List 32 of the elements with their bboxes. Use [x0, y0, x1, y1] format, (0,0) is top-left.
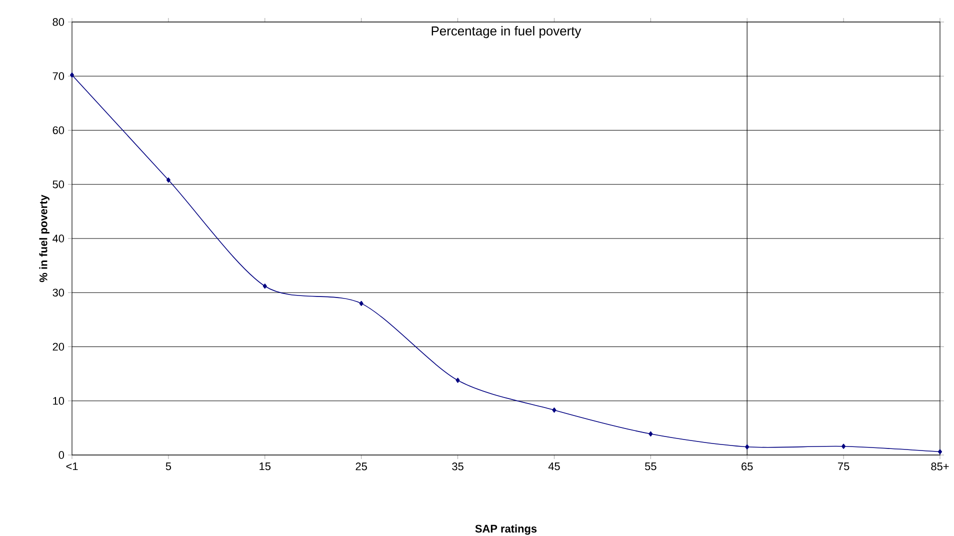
point [359, 300, 364, 306]
x-tick-label: 65 [742, 462, 753, 470]
x-tick-label: 85+ [931, 462, 949, 470]
x-tick-label: 35 [452, 462, 464, 470]
point [552, 407, 556, 413]
point [745, 444, 750, 450]
x-tick-label: 15 [260, 462, 271, 470]
point [842, 444, 846, 449]
y-tick-label: 10 [53, 397, 64, 405]
y-tick-label: 0 [58, 451, 64, 459]
y-tick-label: 70 [52, 72, 64, 80]
y-tick-label: 20 [52, 342, 64, 351]
x-axis-title: SAP ratings [475, 524, 537, 535]
x-tick-label: 75 [838, 462, 850, 470]
point [648, 431, 653, 436]
y-tick-label: 30 [52, 288, 64, 297]
x-tick-label: 5 [166, 462, 172, 470]
point [938, 449, 942, 454]
point [262, 284, 267, 289]
x-tick-label: <1 [66, 462, 78, 470]
y-tick-label: 60 [52, 126, 64, 134]
x-tick-label: 25 [356, 462, 367, 470]
point [70, 72, 74, 78]
point [456, 378, 460, 383]
y-tick-label: 40 [52, 234, 64, 242]
y-tick-label: 80 [52, 18, 64, 26]
x-tick-label: 45 [548, 462, 560, 470]
chart-title: Percentage in fuel poverty [432, 26, 582, 38]
x-tick-label: 55 [645, 462, 656, 470]
y-axis-title: % in fuel poverty [39, 194, 50, 282]
point [166, 177, 170, 183]
y-tick-label: 50 [52, 180, 64, 188]
